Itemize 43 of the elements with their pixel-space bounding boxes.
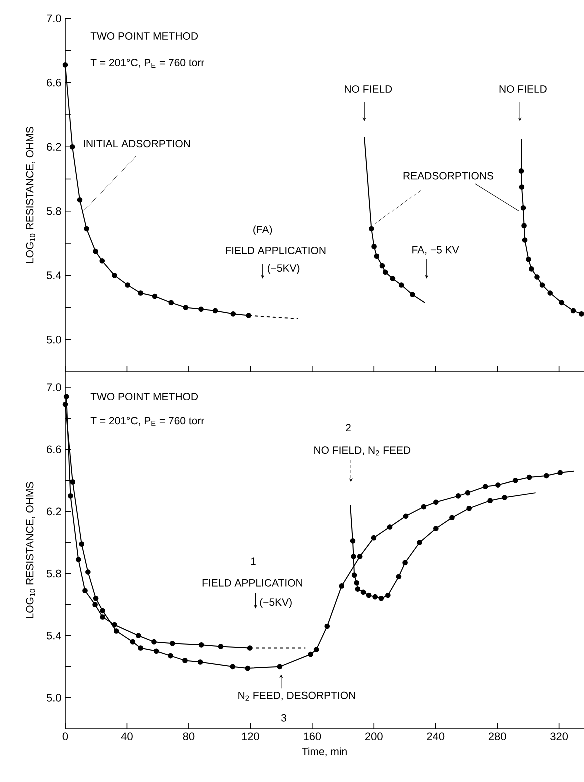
y-tick-label: 5.4	[46, 632, 62, 640]
y-tick-label: 5.8	[46, 207, 62, 216]
annotation: 3	[281, 714, 286, 722]
y-tick-label: 5.0	[46, 336, 62, 344]
y-tick-label: 6.6	[47, 446, 62, 454]
x-tick-label: 0	[62, 732, 68, 740]
x-axis-title: Time, min	[302, 748, 347, 757]
x-tick-label: 320	[550, 732, 568, 740]
annotation: FIELD APPLICATION	[202, 579, 303, 587]
y-tick-label: 5.0	[46, 694, 62, 702]
annotation: READSORPTIONS	[404, 172, 494, 180]
y-tick-label: 7.0	[47, 384, 62, 392]
annotation: NO FIELD, N$_{2}$ FEED	[314, 446, 411, 456]
y-tick-label: 6.6	[47, 78, 62, 87]
annotation: NO FIELD	[345, 86, 392, 93]
annotation: 1	[251, 558, 256, 565]
annotation: TWO POINT METHOD	[90, 32, 198, 40]
y-tick-label: 6.2	[47, 508, 62, 516]
annotation: T = 201°C, P$_{E}$ = 760 torr	[90, 417, 205, 426]
annotation: (FA)	[254, 226, 272, 236]
x-tick-label: 40	[121, 732, 133, 740]
y-axis-title: LOG$_{10}$ RESISTANCE, OHMS	[26, 127, 36, 264]
y-tick-label: 5.4	[46, 272, 62, 280]
y-tick-label: 5.8	[46, 570, 62, 578]
x-tick-label: 160	[304, 732, 322, 740]
annotation: TWO POINT METHOD	[90, 393, 198, 401]
x-tick-label: 240	[427, 732, 445, 740]
annotation: NO FIELD	[500, 86, 547, 93]
annotation: FA, −5 KV	[412, 246, 460, 256]
annotation: T = 201°C, P$_{E}$ = 760 torr	[90, 59, 205, 68]
annotation: (−5KV)	[268, 264, 300, 274]
annotation: FIELD APPLICATION	[226, 247, 326, 254]
x-tick-label: 80	[183, 732, 195, 740]
y-tick-label: 7.0	[47, 14, 62, 22]
x-tick-label: 200	[366, 732, 383, 740]
y-tick-label: 6.2	[47, 143, 62, 151]
annotation: N$_{2}$ FEED, DESORPTION	[238, 692, 356, 701]
x-tick-label: 120	[242, 732, 260, 740]
y-axis-title: LOG$_{10}$ RESISTANCE, OHMS	[26, 482, 36, 618]
annotation: (−5KV)	[260, 598, 292, 608]
annotation: INITIAL ADSORPTION	[84, 140, 190, 148]
x-tick-label: 280	[488, 732, 506, 740]
annotation: 2	[346, 424, 351, 432]
